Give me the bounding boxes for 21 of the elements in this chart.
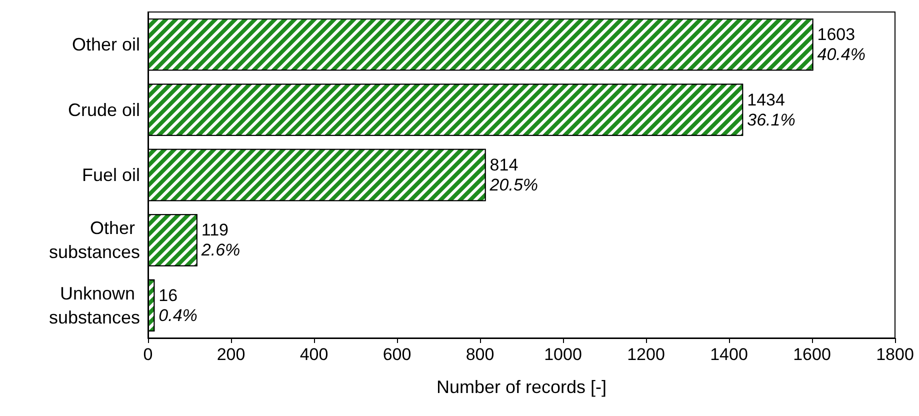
x-tick-label: 1400 [710, 345, 748, 364]
y-tick-label: Crude oil [68, 100, 140, 120]
x-tick-label: 1600 [793, 345, 831, 364]
y-tick-label: Other substances [48, 218, 140, 262]
x-tick-label: 800 [466, 345, 494, 364]
x-tick-label: 1800 [876, 345, 914, 364]
data-label: 119 2.6% [200, 220, 240, 260]
data-label: 1434 36.1% [747, 90, 796, 130]
data-label: 16 0.4% [158, 286, 198, 325]
y-tick-label: Unknown substances [48, 283, 140, 328]
x-tick-label: 1200 [627, 345, 665, 364]
x-tick-label: 0 [143, 345, 153, 364]
x-axis-title: Number of records [-] [436, 377, 607, 397]
x-tick-label: 600 [382, 345, 412, 364]
data-label: 814 20.5% [488, 156, 538, 194]
x-tick-label: 1000 [544, 345, 582, 364]
y-tick-label: Fuel oil [82, 165, 140, 185]
data-label: 1603 40.4% [817, 25, 866, 64]
x-tick-label: 400 [300, 345, 328, 364]
x-tick-label: 200 [216, 345, 246, 364]
y-tick-label: Other oil [72, 34, 140, 55]
